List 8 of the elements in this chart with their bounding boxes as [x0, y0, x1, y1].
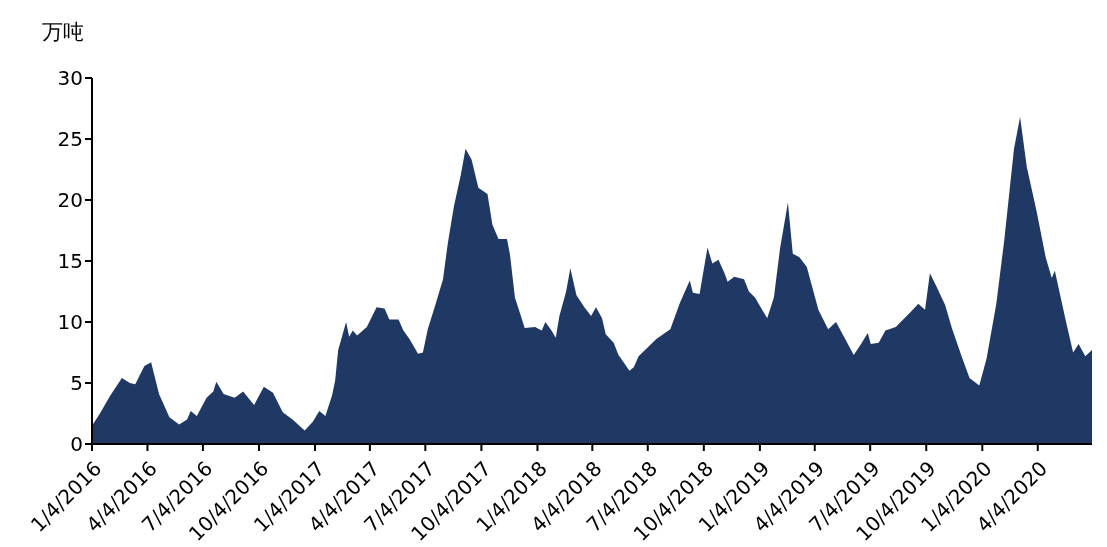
y-tick-label: 20 [57, 188, 83, 213]
y-axis-title: 万吨 [42, 19, 84, 46]
y-tick-label: 15 [57, 249, 83, 274]
y-tick-label: 30 [57, 66, 83, 91]
y-tick-label: 0 [70, 432, 83, 457]
y-tick-label: 10 [57, 310, 83, 335]
y-tick-label: 5 [70, 371, 83, 396]
y-tick-label: 25 [57, 127, 83, 152]
